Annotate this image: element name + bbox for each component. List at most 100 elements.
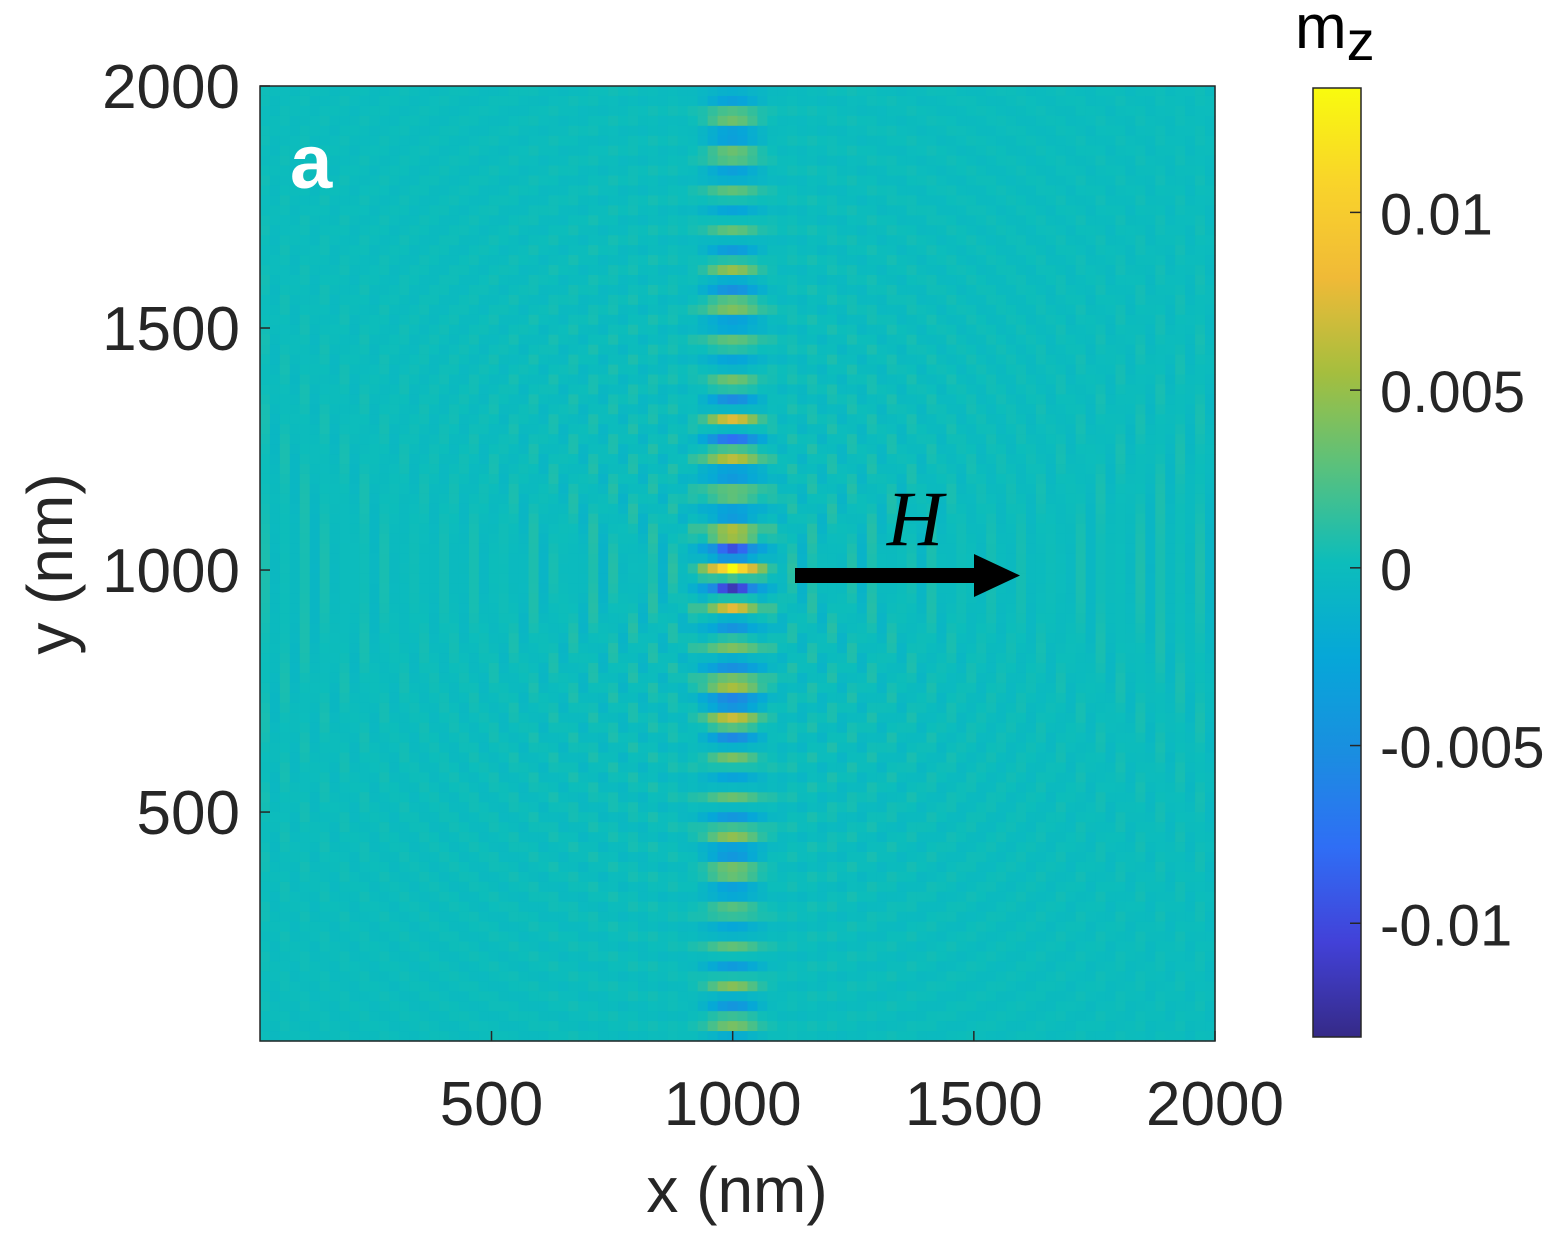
heatmap-cell (369, 483, 380, 495)
heatmap-cell (468, 235, 480, 246)
heatmap-cell (409, 205, 420, 216)
heatmap-cell (558, 145, 569, 157)
heatmap-cell (508, 861, 520, 873)
heatmap-cell (538, 185, 550, 197)
heatmap-cell (419, 851, 430, 863)
heatmap-cell (548, 503, 560, 515)
heatmap-cell (269, 692, 281, 704)
heatmap-cell (369, 1001, 380, 1012)
heatmap-cell (747, 155, 758, 167)
heatmap-cell (369, 533, 380, 545)
heatmap-cell (329, 891, 341, 903)
heatmap-cell (379, 1011, 390, 1022)
heatmap-cell (568, 155, 579, 167)
heatmap-cell (568, 682, 579, 694)
heatmap-cell (578, 135, 589, 147)
heatmap-cell (319, 483, 331, 495)
heatmap-cell (538, 473, 550, 485)
heatmap-cell (677, 454, 689, 465)
heatmap-cell (588, 145, 599, 157)
heatmap-cell (379, 682, 390, 694)
heatmap-cell (260, 275, 271, 286)
heatmap-cell (329, 493, 341, 505)
heatmap-cell (638, 503, 649, 515)
heatmap-cell (697, 742, 709, 754)
heatmap-cell (498, 86, 510, 97)
heatmap-cell (528, 732, 540, 744)
heatmap-cell (538, 1021, 550, 1032)
heatmap-cell (369, 354, 380, 366)
heatmap-cell (359, 911, 371, 923)
heatmap-cell (568, 473, 579, 485)
heatmap-cell (478, 722, 490, 734)
heatmap-cell (409, 533, 420, 545)
heatmap-cell (707, 812, 719, 823)
heatmap-cell (618, 444, 629, 455)
heatmap-cell (309, 1021, 321, 1032)
heatmap-cell (697, 842, 709, 853)
heatmap-cell (458, 483, 470, 495)
heatmap-cell (538, 712, 550, 724)
heatmap-cell (697, 354, 709, 366)
heatmap-cell (598, 135, 609, 147)
heatmap-cell (588, 454, 599, 465)
heatmap-cell (538, 374, 550, 386)
heatmap-cell (329, 861, 341, 873)
heatmap-cell (638, 812, 649, 823)
heatmap-cell (598, 444, 609, 455)
heatmap-cell (528, 543, 540, 555)
heatmap-cell (638, 404, 649, 415)
heatmap-cell (399, 394, 410, 405)
heatmap-cell (588, 255, 599, 266)
heatmap-cell (667, 543, 679, 555)
heatmap-cell (329, 145, 341, 157)
heatmap-cell (647, 175, 659, 187)
heatmap-cell (359, 851, 371, 863)
heatmap-cell (598, 275, 609, 286)
heatmap-cell (677, 891, 689, 903)
heatmap-cell (458, 941, 470, 953)
heatmap-cell (588, 125, 599, 137)
heatmap-cell (429, 891, 440, 903)
heatmap-cell (289, 175, 301, 187)
heatmap-cell (369, 643, 380, 654)
heatmap-cell (767, 593, 778, 604)
heatmap-cell (289, 682, 301, 694)
heatmap-cell (528, 832, 540, 843)
heatmap-cell (657, 464, 669, 475)
heatmap-cell (349, 165, 361, 177)
heatmap-cell (329, 931, 341, 943)
heatmap-cell (389, 921, 400, 933)
heatmap-cell (687, 215, 699, 226)
heatmap-cell (389, 95, 400, 107)
heatmap-cell (289, 583, 301, 594)
heatmap-cell (498, 603, 510, 614)
heatmap-cell (458, 364, 470, 376)
heatmap-cell (578, 205, 589, 216)
heatmap-cell (518, 692, 530, 704)
heatmap-cell (558, 205, 569, 216)
heatmap-cell (568, 851, 579, 863)
heatmap-cell (737, 523, 749, 535)
heatmap-cell (508, 802, 520, 813)
heatmap-cell (309, 653, 321, 664)
heatmap-cell (409, 782, 420, 793)
heatmap-cell (488, 225, 500, 236)
heatmap-cell (767, 563, 778, 575)
heatmap-cell (528, 613, 540, 624)
heatmap-cell (309, 931, 321, 943)
heatmap-cell (269, 464, 281, 475)
heatmap-cell (638, 513, 649, 525)
heatmap-cell (737, 802, 749, 813)
heatmap-cell (449, 1031, 460, 1042)
heatmap-cell (379, 225, 390, 236)
heatmap-cell (349, 503, 361, 515)
heatmap-cell (618, 682, 629, 694)
heatmap-cell (737, 1031, 749, 1042)
heatmap-cell (697, 513, 709, 525)
heatmap-cell (260, 284, 271, 296)
heatmap-cell (508, 881, 520, 893)
heatmap-cell (508, 623, 520, 634)
heatmap-cell (628, 832, 639, 843)
heatmap-cell (757, 802, 768, 813)
